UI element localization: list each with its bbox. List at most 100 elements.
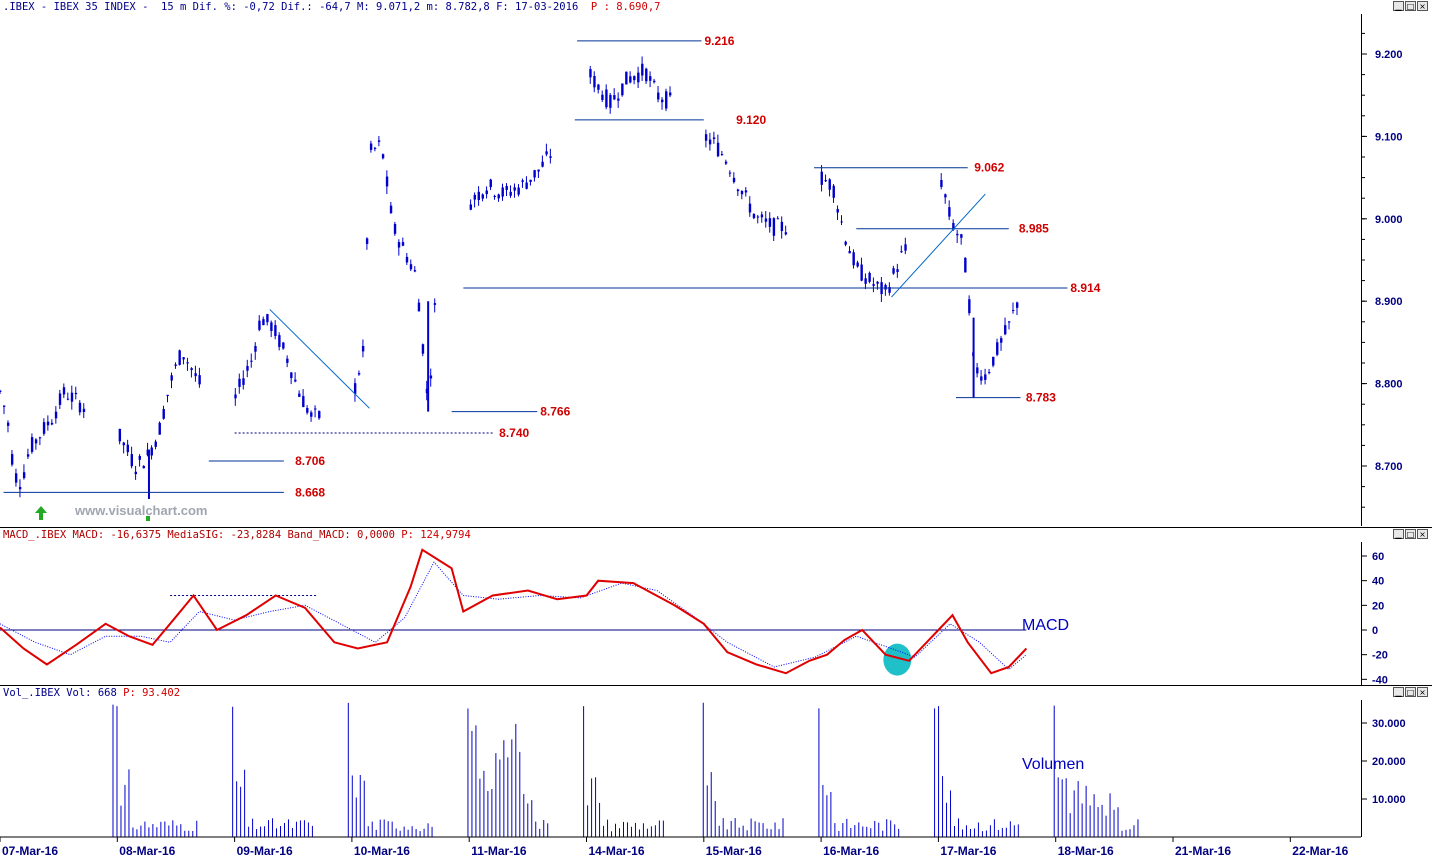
close-icon[interactable]: ×: [1417, 529, 1428, 539]
volume-tick-label: 30.000: [1372, 718, 1406, 730]
marker-icon: [146, 516, 150, 521]
x-tick-label: 08-Mar-16: [119, 844, 175, 858]
volume-header-text: Vol_.IBEX Vol: 668: [3, 687, 117, 699]
candle-body: [254, 345, 257, 352]
candle-body: [409, 264, 413, 270]
macd-tick-label: 0: [1372, 625, 1378, 637]
level-label: 8.740: [499, 426, 529, 440]
candle-body: [948, 207, 951, 217]
candle-body: [828, 179, 831, 190]
macd-highlight-circle: [883, 643, 912, 676]
candle-body: [70, 392, 74, 402]
candle-body: [780, 221, 784, 232]
candle-body: [182, 357, 185, 360]
volume-bars: [112, 702, 1139, 837]
price-header-text: .IBEX - IBEX 35 INDEX - 15 m Dif. %: -0,…: [3, 1, 579, 13]
candle-body: [509, 191, 512, 196]
candle-body: [150, 447, 153, 456]
candle-body: [58, 393, 62, 405]
candle-body: [716, 142, 720, 157]
x-tick-label: 17-Mar-16: [940, 844, 996, 858]
candle-body: [720, 154, 724, 156]
candle-body: [385, 176, 389, 187]
volume-header-last: P: 93.402: [123, 687, 181, 699]
candle-body: [892, 268, 895, 274]
candle-body: [940, 180, 943, 187]
candle-body: [533, 170, 536, 178]
candle-body: [776, 218, 780, 220]
candle-body: [18, 486, 22, 490]
candle-body: [864, 278, 867, 284]
candle-body: [190, 368, 193, 371]
level-label: 9.216: [704, 34, 734, 48]
candle-body: [521, 180, 524, 182]
candle-body: [166, 394, 169, 397]
candle-body: [310, 412, 313, 417]
candle-body: [764, 218, 768, 222]
macd-header-last: P: 124,9794: [401, 529, 471, 541]
price-chart[interactable]: 9.200 9.100 9.000 8.900 8.800 8.700 9.216 9.120…: [0, 0, 1432, 527]
maximize-icon[interactable]: □: [1405, 1, 1416, 11]
candle-body: [549, 156, 552, 158]
x-tick-label: 10-Mar-16: [354, 844, 410, 858]
candle-body: [234, 394, 237, 399]
candle-body: [353, 383, 357, 394]
candle-body: [82, 408, 86, 413]
minimize-icon[interactable]: ▁: [1393, 1, 1404, 11]
candle-body: [728, 172, 732, 174]
candle-body: [369, 143, 373, 150]
x-tick-label: 16-Mar-16: [823, 844, 879, 858]
candle-body: [537, 169, 540, 172]
candle-body: [405, 256, 409, 263]
candle-body: [836, 209, 839, 213]
maximize-icon[interactable]: □: [1405, 529, 1416, 539]
candle-body: [258, 320, 261, 330]
volume-chart[interactable]: 30.000 20.000 10.000 Volumen 07-Mar-16 08-Mar…: [0, 686, 1432, 858]
volume-window-buttons: ▁ □ ×: [1393, 687, 1428, 697]
candle-body: [62, 387, 66, 395]
candle-body: [38, 437, 42, 439]
macd-tick-label: -20: [1372, 650, 1388, 662]
close-icon[interactable]: ×: [1417, 687, 1428, 697]
candle-body: [30, 437, 34, 452]
level-label: 8.985: [1019, 222, 1049, 236]
macd-line: [0, 548, 1028, 675]
candle-body: [34, 439, 38, 444]
candle-body: [401, 242, 405, 246]
candle-body: [992, 356, 995, 366]
macd-window-buttons: ▁ □ ×: [1393, 529, 1428, 539]
candle-body: [142, 465, 145, 469]
candle-body: [154, 441, 157, 447]
candle-body: [429, 375, 433, 379]
level-label: 9.120: [736, 113, 766, 127]
macd-chart[interactable]: 60 40 20 0 -20 -40 MACD: [0, 528, 1432, 686]
maximize-icon[interactable]: □: [1405, 687, 1416, 697]
candle-body: [381, 154, 385, 159]
minimize-icon[interactable]: ▁: [1393, 687, 1404, 697]
candle-body: [968, 299, 971, 314]
candle-body: [904, 244, 907, 251]
candle-body: [26, 454, 30, 457]
y-tick-label: 8.700: [1375, 461, 1403, 473]
candle-body: [625, 71, 628, 85]
close-icon[interactable]: ×: [1417, 1, 1428, 11]
candle-body: [661, 99, 664, 103]
candle-body: [138, 456, 141, 460]
candle-body: [1000, 338, 1003, 343]
candle-body: [784, 232, 788, 235]
candle-body: [744, 190, 748, 193]
candle-body: [740, 190, 744, 195]
candle-body: [704, 134, 708, 141]
candle-body: [42, 422, 46, 434]
x-tick-label: 11-Mar-16: [471, 844, 527, 858]
candle-body: [976, 367, 979, 374]
minimize-icon[interactable]: ▁: [1393, 529, 1404, 539]
candle-body: [641, 63, 644, 76]
candle-body: [832, 185, 835, 198]
candle-body: [50, 422, 54, 425]
candle-body: [469, 204, 473, 210]
candle-body: [844, 241, 847, 245]
candle-body: [146, 449, 149, 456]
candle-body: [282, 342, 285, 349]
y-tick-label: 9.000: [1375, 214, 1403, 226]
